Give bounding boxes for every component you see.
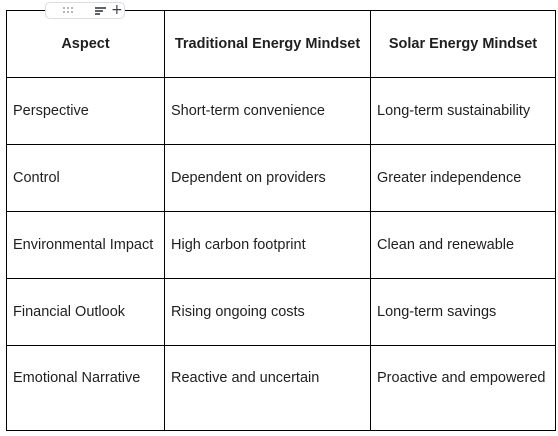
table-cell[interactable]: High carbon footprint	[164, 211, 371, 279]
table-cell[interactable]: Proactive and empowered	[370, 345, 556, 431]
table-row: Environmental Impact High carbon footpri…	[6, 211, 556, 279]
table-cell[interactable]: Environmental Impact	[6, 211, 165, 279]
table-cell[interactable]: Long-term sustainability	[370, 77, 556, 145]
table-cell[interactable]: Short-term convenience	[164, 77, 371, 145]
add-icon[interactable]: +	[111, 2, 123, 18]
header-cell-solar[interactable]: Solar Energy Mindset	[370, 10, 556, 78]
table-cell[interactable]: Control	[6, 144, 165, 212]
table-cell[interactable]: Long-term savings	[370, 278, 556, 346]
table-cell[interactable]: Perspective	[6, 77, 165, 145]
table-cell[interactable]: Financial Outlook	[6, 278, 165, 346]
table-cell[interactable]: Dependent on providers	[164, 144, 371, 212]
comparison-table: Aspect Traditional Energy Mindset Solar …	[6, 10, 556, 431]
table-cell[interactable]: Rising ongoing costs	[164, 278, 371, 346]
drag-handle-icon[interactable]	[63, 7, 75, 14]
table-row: Emotional Narrative Reactive and uncerta…	[6, 345, 556, 431]
table-toolbar: +	[45, 2, 125, 19]
table-row: Control Dependent on providers Greater i…	[6, 144, 556, 212]
sort-icon[interactable]	[95, 7, 106, 15]
header-cell-traditional[interactable]: Traditional Energy Mindset	[164, 10, 371, 78]
header-cell-aspect[interactable]: Aspect	[6, 10, 165, 78]
table-row: Perspective Short-term convenience Long-…	[6, 77, 556, 145]
table-cell[interactable]: Greater independence	[370, 144, 556, 212]
table-cell[interactable]: Clean and renewable	[370, 211, 556, 279]
table-cell[interactable]: Emotional Narrative	[6, 345, 165, 431]
table-row: Financial Outlook Rising ongoing costs L…	[6, 278, 556, 346]
table-cell[interactable]: Reactive and uncertain	[164, 345, 371, 431]
header-row: Aspect Traditional Energy Mindset Solar …	[6, 10, 556, 78]
